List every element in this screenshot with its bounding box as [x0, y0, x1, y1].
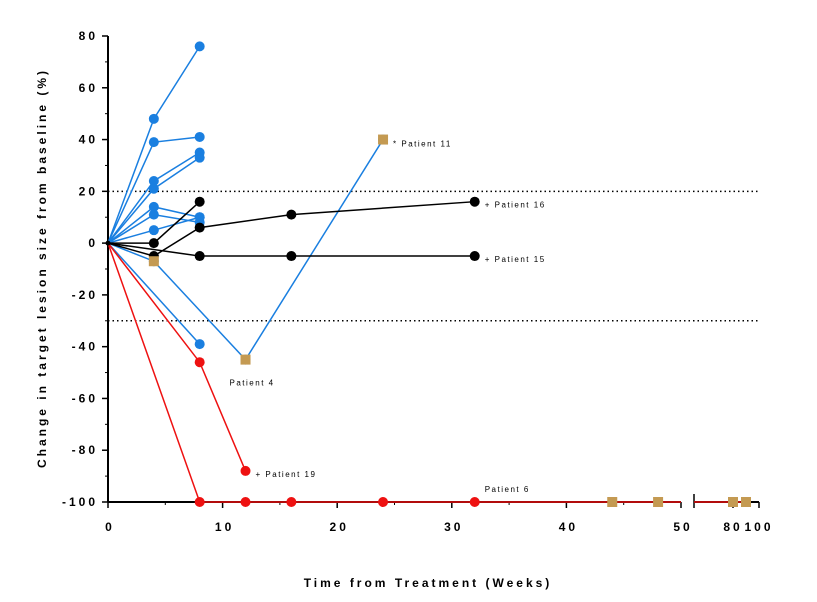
series-line-13 [107, 242, 475, 503]
data-point-2-1 [148, 175, 159, 186]
square-marker-broken-1 [741, 497, 751, 507]
data-point-9-1 [148, 238, 159, 249]
data-point-9-2 [194, 196, 205, 207]
data-point-1-1 [148, 137, 159, 148]
y-tick-label-5: -20 [72, 288, 98, 302]
data-point-6-2 [194, 212, 205, 223]
square-marker-broken-0 [728, 497, 738, 507]
x-broken-tick-label-1: 100 [744, 520, 773, 534]
square-marker-main-1 [653, 497, 664, 507]
annotations: * Patient 11 + Patient 16 + Patient 15 Pati… [230, 140, 546, 494]
y-tick-label-9: -100 [62, 495, 98, 509]
data-point-13-2 [240, 497, 251, 507]
annotation-5: Patient 6 [485, 485, 530, 494]
data-point-12-2 [240, 465, 251, 476]
data-point-11-1 [194, 251, 205, 262]
data-point-3-2 [194, 152, 205, 163]
square-marker-0 [148, 256, 159, 267]
y-tick-label-7: -60 [72, 391, 98, 405]
annotation-2: + Patient 15 [485, 255, 546, 264]
series-line-8 [107, 139, 384, 361]
series-line-7 [107, 242, 201, 345]
y-tick-label-2: 40 [79, 133, 98, 147]
data-point-13-3 [286, 497, 297, 507]
annotation-3: Patient 4 [230, 379, 275, 388]
data-point-0-2 [194, 41, 205, 52]
x-tick-label-4: 40 [559, 520, 578, 534]
data-point-13-5 [469, 497, 480, 507]
series-lines [107, 45, 749, 503]
data-point-12-1 [194, 357, 205, 368]
y-tick-label-4: 0 [88, 236, 98, 250]
y-axis-title: Change in target lesion size from baseli… [35, 68, 49, 468]
data-point-13-1 [194, 497, 205, 507]
annotation-0: * Patient 11 [393, 140, 452, 149]
data-point-6-1 [148, 225, 159, 236]
y-tick-label-8: -80 [72, 443, 98, 457]
x-tick-label-0: 0 [105, 520, 115, 534]
data-point-10-4 [469, 196, 480, 207]
reference-lines [108, 190, 759, 322]
x-axis-title: Time from Treatment (Weeks) [304, 576, 553, 590]
data-point-0-1 [148, 113, 159, 124]
series-markers [105, 41, 751, 507]
annotation-4: + Patient 19 [256, 470, 317, 479]
data-point-10-3 [286, 209, 297, 220]
square-marker-2 [378, 134, 389, 145]
y-tick-label-3: 20 [79, 184, 98, 198]
x-tick-label-5: 50 [673, 520, 692, 534]
y-tick-label-6: -40 [72, 340, 98, 354]
x-tick-label-1: 10 [215, 520, 234, 534]
annotation-1: + Patient 16 [485, 201, 546, 210]
square-marker-main-0 [607, 497, 618, 507]
y-tick-label-1: 60 [79, 81, 98, 95]
y-tick-label-0: 80 [79, 29, 98, 43]
square-marker-1 [240, 354, 251, 365]
data-point-11-2 [286, 251, 297, 262]
data-point-10-2 [194, 222, 205, 233]
data-point-1-2 [194, 131, 205, 142]
data-point-4-1 [148, 201, 159, 212]
origin-point [105, 240, 111, 246]
data-point-13-4 [378, 497, 389, 507]
series-line-11 [107, 242, 475, 257]
data-point-7-1 [194, 339, 205, 350]
x-broken-tick-label-0: 80 [723, 520, 742, 534]
data-point-3-1 [148, 183, 159, 194]
data-point-5-1 [148, 209, 159, 220]
data-point-11-3 [469, 251, 480, 262]
x-tick-label-3: 30 [444, 520, 463, 534]
x-tick-label-2: 20 [330, 520, 349, 534]
